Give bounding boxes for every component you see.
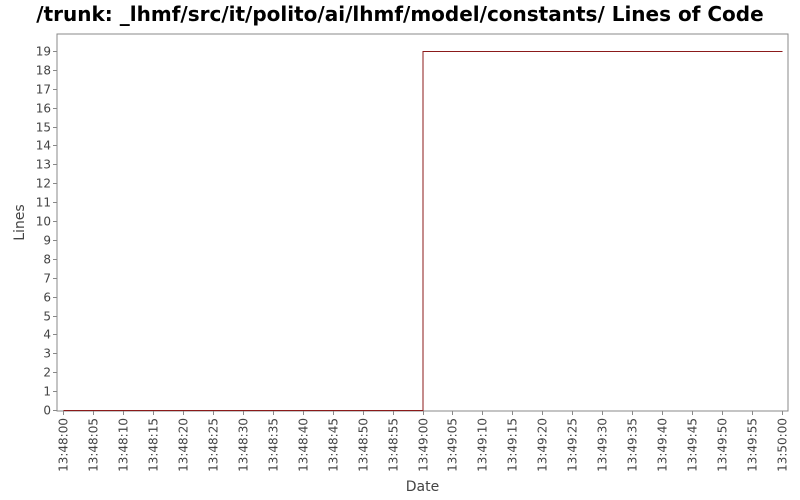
x-tick-label: 13:48:50 xyxy=(357,418,371,472)
x-tick-label: 13:49:10 xyxy=(476,418,490,472)
y-tick-label: 13 xyxy=(36,158,51,172)
y-tick-label: 2 xyxy=(43,366,51,380)
x-tick-label: 13:49:35 xyxy=(626,418,640,472)
x-tick-label: 13:48:20 xyxy=(177,418,191,472)
x-axis-title: Date xyxy=(406,479,439,495)
x-tick-label: 13:49:45 xyxy=(686,418,700,472)
x-tick-label: 13:49:20 xyxy=(536,418,550,472)
y-tick-label: 1 xyxy=(43,385,51,399)
y-axis-title: Lines xyxy=(12,204,28,240)
x-tick-label: 13:48:00 xyxy=(57,418,71,472)
x-tick-label: 13:48:15 xyxy=(147,418,161,472)
x-tick-label: 13:49:15 xyxy=(506,418,520,472)
y-tick-label: 8 xyxy=(43,253,51,267)
y-tick-label: 10 xyxy=(36,215,51,229)
y-tick-label: 6 xyxy=(43,291,51,305)
y-tick-label: 4 xyxy=(43,328,51,342)
y-tick-label: 15 xyxy=(36,121,51,135)
y-tick-label: 17 xyxy=(36,83,51,97)
x-tick-label: 13:48:40 xyxy=(297,418,311,472)
x-tick-label: 13:50:00 xyxy=(776,418,790,472)
x-tick-label: 13:49:40 xyxy=(656,418,670,472)
y-tick-label: 9 xyxy=(43,234,51,248)
series-line xyxy=(63,51,783,412)
x-axis: 13:48:00 13:48:05 13:48:10 13:48:15 13:48:20… xyxy=(57,411,790,472)
x-tick-label: 13:49:50 xyxy=(716,418,730,472)
y-tick-label: 5 xyxy=(43,310,51,324)
x-tick-label: 13:49:55 xyxy=(746,418,760,472)
y-tick-label: 18 xyxy=(36,64,51,78)
series-layer xyxy=(63,51,783,412)
y-tick-label: 14 xyxy=(36,139,51,153)
x-tick-label: 13:48:45 xyxy=(327,418,341,472)
y-tick-label: 11 xyxy=(36,196,51,210)
x-tick-label: 13:49:05 xyxy=(446,418,460,472)
x-tick-label: 13:49:30 xyxy=(596,418,610,472)
x-tick-label: 13:49:00 xyxy=(417,418,431,472)
chart-title: /trunk: _lhmf/src/it/polito/ai/lhmf/mode… xyxy=(36,2,764,26)
x-tick-label: 13:49:25 xyxy=(566,418,580,472)
y-tick-label: 3 xyxy=(43,347,51,361)
y-tick-label: 0 xyxy=(43,404,51,418)
x-tick-label: 13:48:55 xyxy=(387,418,401,472)
y-tick-label: 12 xyxy=(36,177,51,191)
x-tick-label: 13:48:35 xyxy=(267,418,281,472)
x-tick-label: 13:48:25 xyxy=(207,418,221,472)
x-tick-label: 13:48:05 xyxy=(87,418,101,472)
x-tick-label: 13:48:10 xyxy=(117,418,131,472)
y-tick-label: 7 xyxy=(43,272,51,286)
x-tick-label: 13:48:30 xyxy=(237,418,251,472)
y-tick-label: 16 xyxy=(36,102,51,116)
y-tick-label: 19 xyxy=(36,45,51,59)
